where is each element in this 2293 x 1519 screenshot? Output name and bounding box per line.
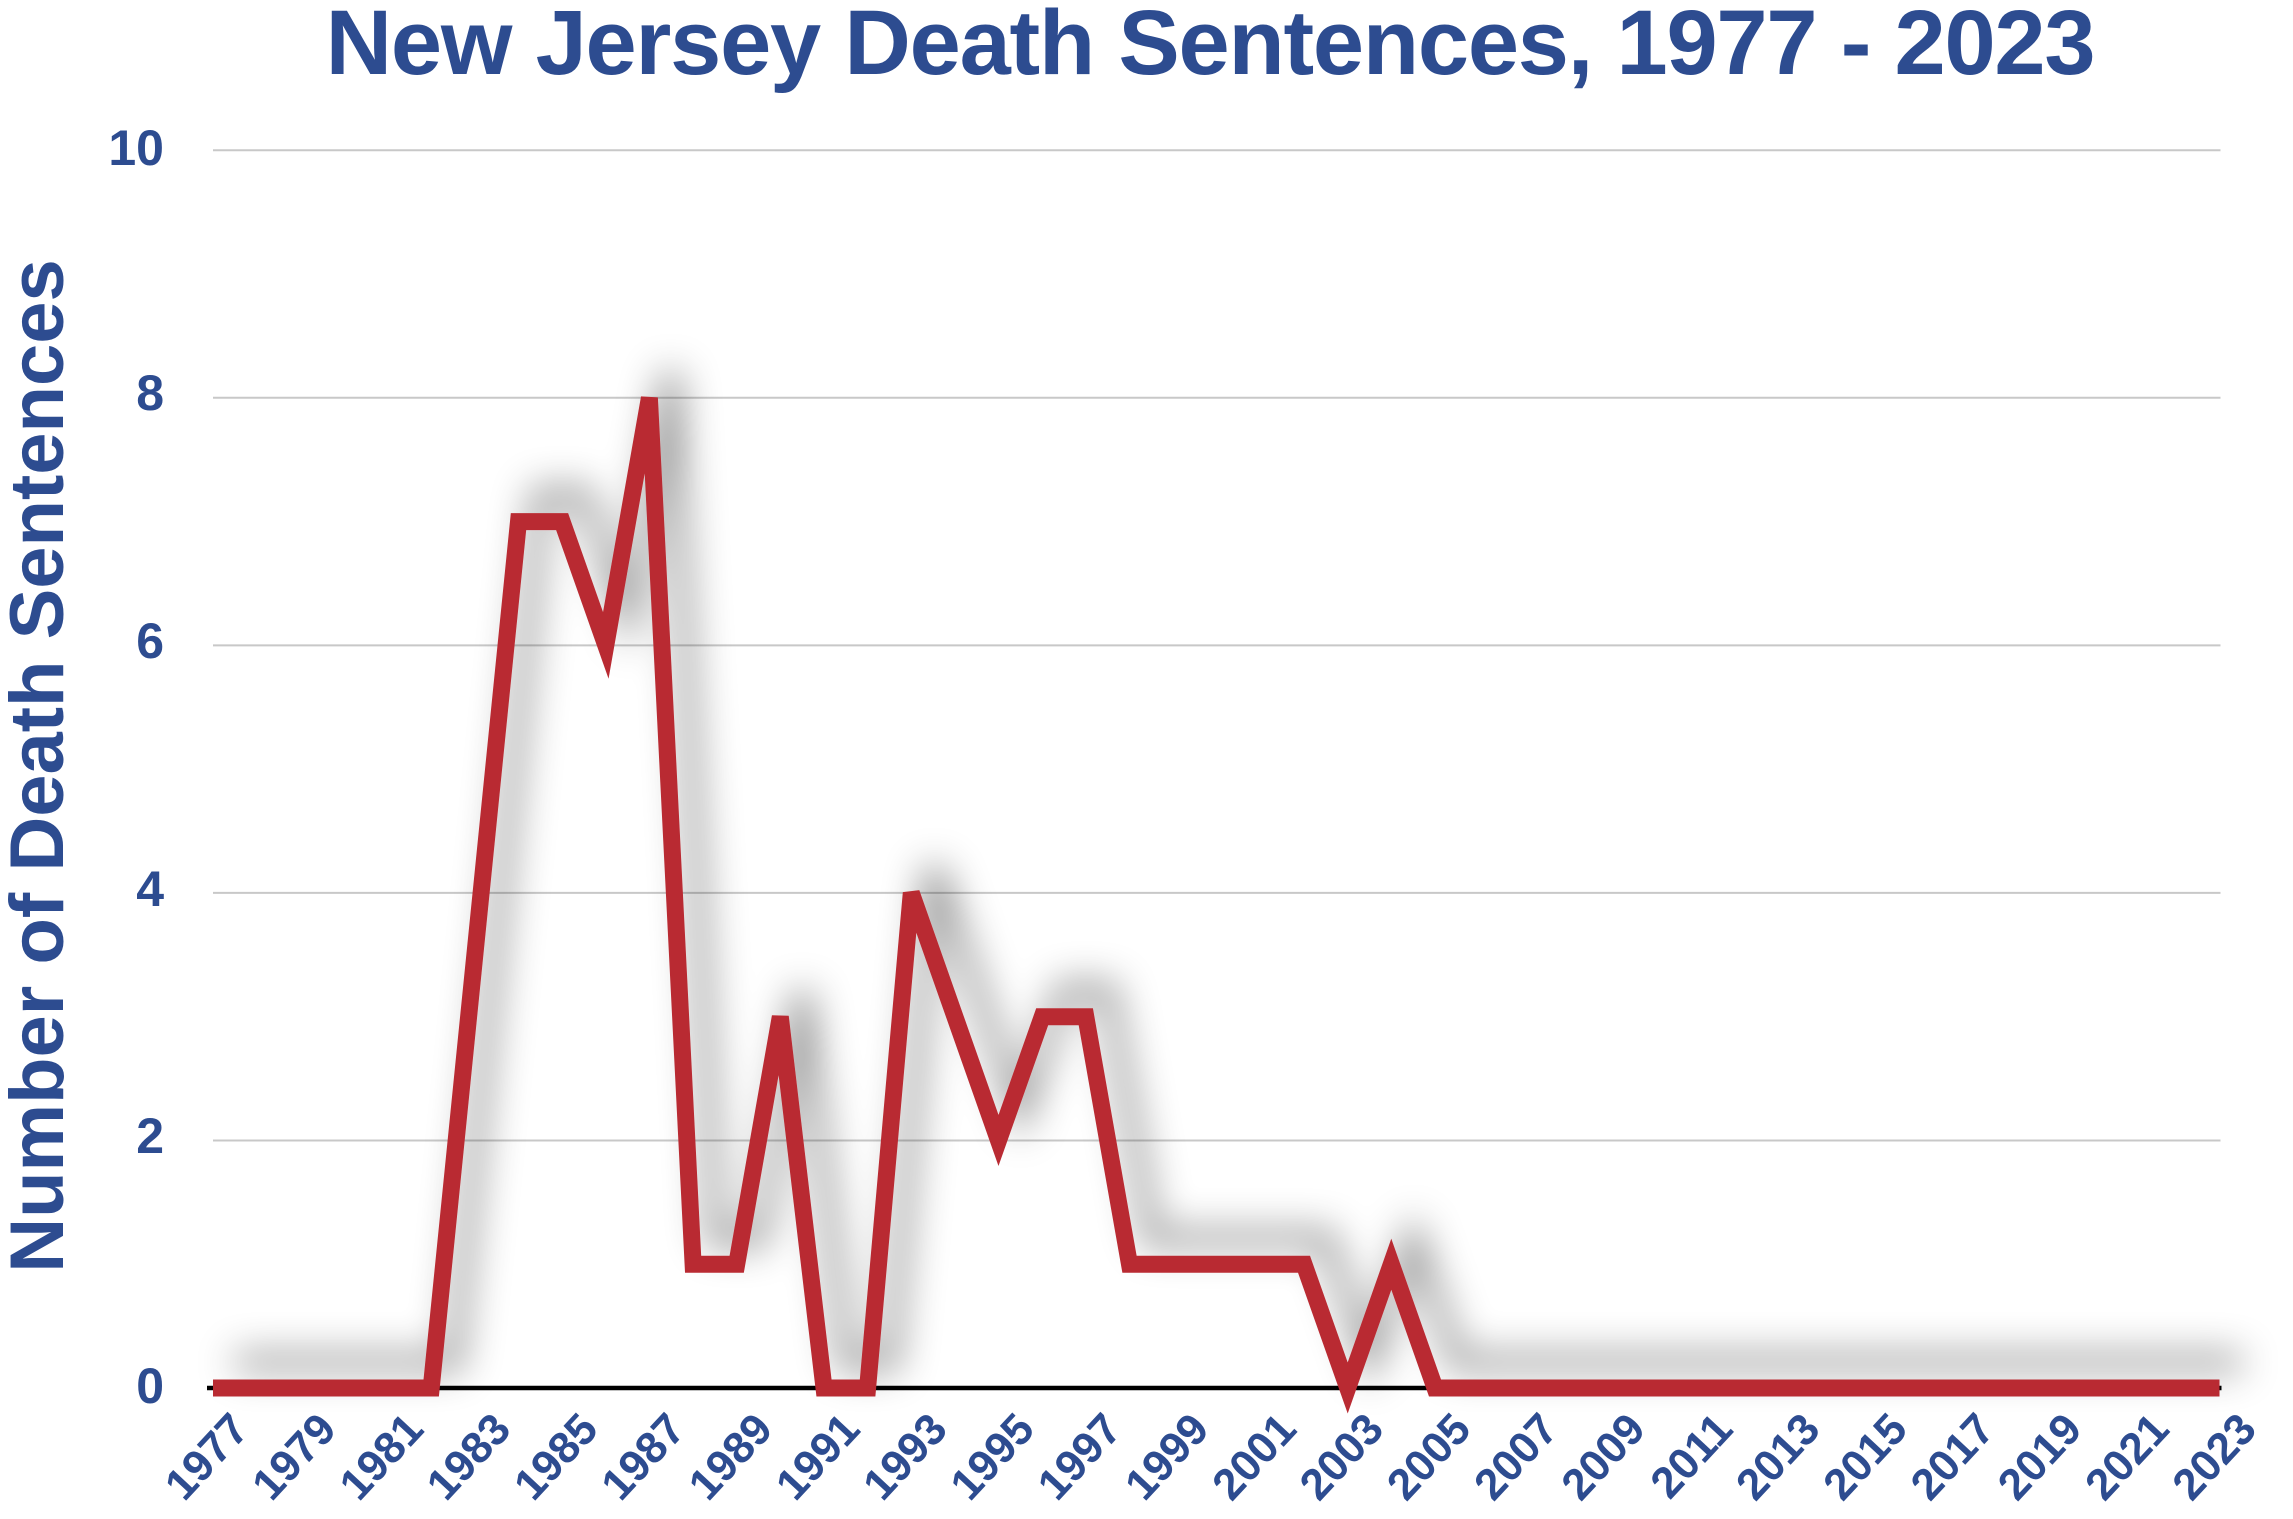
svg-text:6: 6	[136, 613, 164, 669]
svg-text:Number of Death Sentences: Number of Death Sentences	[0, 259, 80, 1273]
svg-text:New Jersey Death Sentences, 19: New Jersey Death Sentences, 1977 - 2023	[326, 0, 2095, 94]
svg-text:0: 0	[136, 1358, 164, 1414]
svg-text:2: 2	[136, 1108, 164, 1164]
svg-text:10: 10	[108, 120, 164, 176]
svg-text:4: 4	[136, 861, 164, 917]
svg-text:8: 8	[136, 365, 164, 421]
